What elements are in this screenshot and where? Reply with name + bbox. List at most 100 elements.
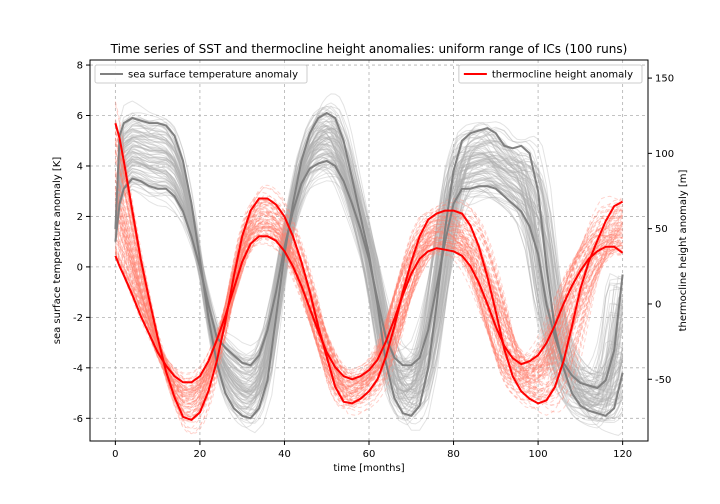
ensemble-run-line [114, 222, 623, 392]
y-left-tick-label: 6 [77, 111, 83, 122]
ensemble-run-line [114, 168, 623, 371]
y-left-tick-label: -6 [73, 414, 83, 425]
ensemble-run-line [114, 231, 623, 387]
ensemble-run-line [114, 156, 623, 383]
ensemble-run-line [114, 131, 623, 402]
ensemble-run-line [114, 218, 623, 402]
ensemble-run-line [114, 237, 623, 379]
series-lines [114, 112, 624, 421]
ensemble-run-line [114, 222, 623, 393]
ensemble-run-line [114, 137, 623, 420]
ensemble-run-line [114, 198, 623, 397]
ensemble-run-line [114, 157, 623, 387]
ensemble-run-line [114, 127, 623, 404]
y-left-tick-label: -4 [73, 363, 83, 374]
legend-sst-label: sea surface temperature anomaly [128, 70, 298, 81]
ensemble-run-line [114, 226, 623, 390]
ensemble-run-line [114, 117, 624, 419]
ensemble-run-line [114, 214, 623, 392]
x-tick-label: 40 [278, 449, 291, 460]
ensemble-run-line [114, 229, 623, 389]
ensemble-run-line [114, 223, 623, 398]
legend-sst: sea surface temperature anomaly [94, 64, 308, 84]
ensemble-run-line [114, 212, 623, 391]
ensemble-run-line [114, 172, 623, 413]
ensemble-run-line [114, 105, 624, 424]
ensemble-run-line [114, 237, 623, 380]
ensemble-run-line [114, 243, 623, 374]
x-tick-label: 120 [613, 449, 632, 460]
ensemble-run-line [114, 218, 623, 396]
ensemble-run-line [114, 127, 623, 401]
y-left-tick-label: 0 [77, 262, 83, 273]
ensemble-run-line [114, 192, 623, 391]
legend-thermocline-box [458, 64, 643, 84]
ensemble-run-line [114, 186, 623, 404]
ensemble-run-line [114, 237, 623, 380]
ensemble-run-line [114, 161, 623, 401]
x-tick-label: 60 [363, 449, 376, 460]
ensemble-run-line [114, 106, 624, 425]
ensemble-run-line [114, 127, 624, 407]
ensemble-run-line [114, 138, 623, 409]
ensemble-run-line [114, 160, 623, 410]
legend-thermocline-label: thermocline height anomaly [492, 70, 633, 81]
ensemble-run-line [114, 158, 623, 403]
ensemble-run-line [114, 134, 623, 395]
ensemble-run-line [114, 221, 623, 391]
thermocline-series-line [114, 122, 624, 421]
ensemble-run-line [114, 214, 623, 396]
ensemble-run-line [114, 224, 623, 390]
ensemble-run-line [114, 138, 623, 422]
ensemble-run-line [114, 127, 623, 410]
ensemble-run-line [114, 171, 623, 397]
ensemble-run-line [114, 200, 623, 413]
ensemble-run-line [114, 111, 624, 422]
ensemble-run-line [114, 143, 623, 413]
ensemble-run-line [114, 148, 623, 414]
x-axis-label: time [months] [333, 463, 404, 474]
ensemble-run-line [114, 192, 623, 401]
ensemble-run-line [114, 148, 623, 395]
ensemble-run-line [114, 179, 623, 404]
ensemble-run-line [114, 127, 624, 430]
ensemble-run-line [114, 202, 623, 401]
x-tick-label: 100 [529, 449, 548, 460]
thermocline-series-line [114, 235, 624, 384]
y-axis-left-label: sea surface temperature anomaly [K] [52, 157, 63, 345]
ensemble-run-line [114, 222, 623, 397]
ensemble-run-line [114, 236, 623, 387]
ensemble-run-line [114, 169, 623, 408]
y-axis-right-label: thermocline height anomaly [m] [678, 169, 689, 331]
ensemble-run-line [114, 191, 623, 396]
ensemble-run-line [114, 194, 623, 392]
y-left-tick-label: -2 [73, 313, 83, 324]
legend-thermocline: thermocline height anomaly [458, 64, 643, 84]
ensemble-run-line [114, 141, 623, 416]
ensemble-run-line [114, 235, 623, 384]
ensemble-run-line [114, 180, 623, 408]
ensemble-run-line [114, 121, 623, 417]
y-right-tick-label: 50 [655, 224, 668, 235]
ensemble-run-line [114, 213, 623, 390]
ensemble-run-line [114, 226, 623, 393]
ensemble-run-line [114, 118, 623, 421]
axis-ticks: 0 20 40 60 80 100 120 -6 -4 -2 0 2 4 6 8 -50 0 50 100 150 [73, 61, 674, 460]
ensemble-run-line [114, 206, 623, 394]
ensemble-run-line [114, 135, 624, 396]
ensemble-run-line [114, 216, 623, 387]
ensemble-run-line [114, 174, 623, 408]
y-right-tick-label: 150 [655, 74, 674, 85]
ensemble-run-line [114, 120, 623, 419]
ensemble-run-line [114, 164, 623, 380]
ensemble-run-line [114, 154, 623, 393]
ensemble-run-line [114, 148, 623, 391]
ensemble-run-line [114, 227, 623, 384]
y-left-tick-label: 2 [77, 212, 83, 223]
x-tick-label: 80 [447, 449, 460, 460]
ensemble-run-line [114, 201, 623, 405]
ensemble-run-line [114, 207, 623, 398]
ensemble-run-line [114, 152, 623, 408]
ensemble-run-line [114, 130, 623, 420]
